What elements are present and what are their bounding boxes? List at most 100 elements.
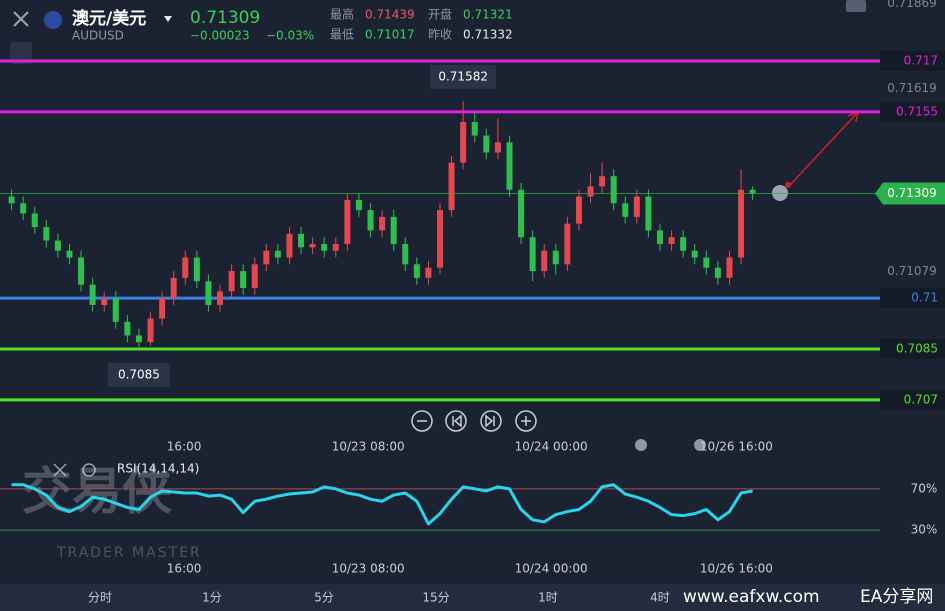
alert-icon[interactable] (846, 0, 866, 12)
candle-body (413, 264, 420, 278)
toggle-dot[interactable] (694, 439, 706, 451)
candle-body (101, 298, 108, 305)
flag-icon (44, 11, 62, 29)
candle-body (622, 203, 629, 217)
candle-body (552, 250, 559, 265)
candle-body (66, 250, 73, 258)
candle-body (170, 277, 177, 299)
x-tick-label: 10/23 08:00 (332, 440, 405, 454)
candle-body (159, 298, 166, 319)
last-button[interactable] (480, 410, 502, 432)
candle-body (31, 213, 38, 228)
x-tick-label: 10/26 16:00 (700, 440, 773, 454)
rsi-controls (53, 463, 96, 477)
stat-value: 0.71332 (463, 28, 513, 42)
level-label: 0.71 (911, 291, 938, 305)
candle-body (217, 291, 223, 305)
timeframe-tab[interactable]: 1分 (202, 591, 222, 605)
candle-body (448, 162, 455, 211)
stat-value: 0.71017 (365, 28, 415, 42)
level-label: 0.7155 (896, 104, 938, 118)
rsi-settings[interactable] (82, 463, 96, 477)
y-tick-label: 30% (911, 523, 938, 537)
candle-body (355, 199, 362, 211)
zoom-out-button[interactable] (411, 410, 433, 432)
candle-body (298, 233, 305, 248)
level-label-box (880, 288, 945, 309)
candle-body (251, 264, 258, 289)
candle-body (367, 210, 374, 231)
candle-body (633, 196, 640, 217)
candle-body (240, 271, 247, 289)
timeframe-tab[interactable]: 1时 (538, 591, 558, 605)
level-label-box (880, 389, 945, 410)
x-tick-label: 16:00 (167, 562, 202, 576)
toggle-dot[interactable] (635, 439, 647, 451)
candle-body (228, 271, 235, 292)
candle-body (483, 135, 490, 153)
first-button[interactable] (445, 410, 467, 432)
timeframe-tab[interactable]: 分时 (88, 591, 112, 605)
candle-body (610, 176, 617, 204)
candle-body (657, 230, 663, 244)
candle-body (471, 121, 478, 136)
x-tick-label: 10/23 08:00 (332, 562, 405, 576)
candle-body (78, 257, 85, 285)
candle-body (89, 284, 96, 305)
candle-body (749, 189, 756, 194)
candle-body (379, 216, 386, 231)
zoom-in-button[interactable] (515, 410, 537, 432)
stat-label: 最高 (330, 7, 354, 22)
candle-body (332, 243, 339, 251)
x-tick-label: 10/24 00:00 (515, 562, 588, 576)
candle-body (645, 196, 652, 231)
collapse-button[interactable] (10, 42, 32, 64)
y-tick-label: 70% (911, 481, 938, 495)
candle-body (437, 210, 443, 268)
candle-body (575, 196, 582, 224)
y-tick-label: 0.71869 (887, 0, 937, 10)
candle-body (124, 321, 131, 336)
candle-body (402, 243, 409, 265)
arrow-start (785, 182, 791, 188)
candle-body (738, 189, 745, 258)
candle-body (506, 142, 513, 190)
candle-body (43, 227, 50, 241)
candle-body (344, 199, 351, 244)
stat-value: 0.71321 (463, 8, 513, 22)
candle-body (529, 237, 536, 272)
candle-body (390, 216, 397, 244)
y-tick-label: 0.71619 (887, 81, 937, 95)
change: −0.00023 (190, 29, 250, 43)
candle-body (286, 233, 293, 258)
nav-buttons (411, 410, 537, 432)
candle-body (541, 250, 548, 272)
candle-body (518, 189, 525, 238)
timeframe-tab[interactable]: 15分 (422, 591, 449, 605)
x-tick-label: 10/26 16:00 (700, 562, 773, 576)
stat-value: 0.71439 (365, 8, 415, 22)
tab-bar (0, 584, 945, 611)
close-icon[interactable] (13, 11, 29, 27)
symbol-code: AUDUSD (72, 29, 124, 43)
level-label-box (880, 101, 945, 122)
rsi-close[interactable] (53, 463, 67, 477)
candle-body (599, 176, 606, 187)
info-icon[interactable] (772, 185, 788, 201)
candle-body (680, 237, 687, 251)
symbol[interactable]: 澳元/美元 (72, 8, 146, 29)
level-label: 0.717 (904, 53, 938, 67)
level-label: 0.7085 (896, 342, 938, 356)
stat-label: 开盘 (428, 7, 452, 22)
timeframe-tab[interactable]: 5分 (314, 591, 334, 605)
candle-body (494, 142, 501, 153)
timeframe-tab[interactable]: 4时 (650, 591, 670, 605)
price: 0.71309 (190, 8, 260, 28)
dropdown-arrow[interactable] (164, 16, 172, 22)
candle-body (182, 257, 189, 278)
candle-body (668, 237, 675, 244)
candle-body (726, 257, 733, 278)
level-label-box (880, 339, 945, 360)
candle-body (147, 318, 154, 343)
